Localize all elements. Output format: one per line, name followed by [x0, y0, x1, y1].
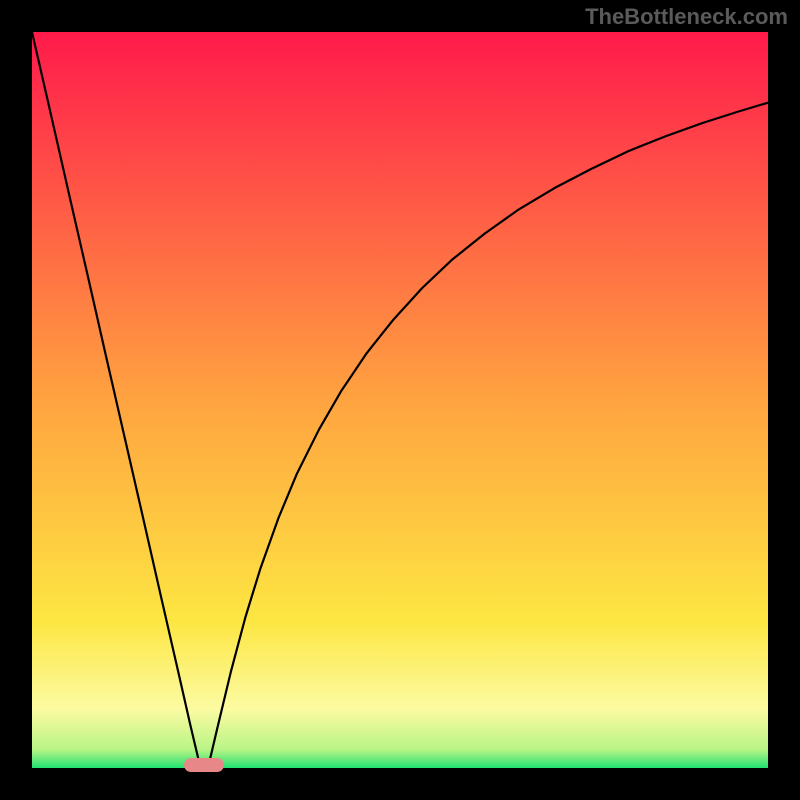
- curve-line: [0, 0, 800, 800]
- chart-container: TheBottleneck.com: [0, 0, 800, 800]
- valley-marker: [184, 758, 224, 772]
- watermark-text: TheBottleneck.com: [585, 4, 788, 30]
